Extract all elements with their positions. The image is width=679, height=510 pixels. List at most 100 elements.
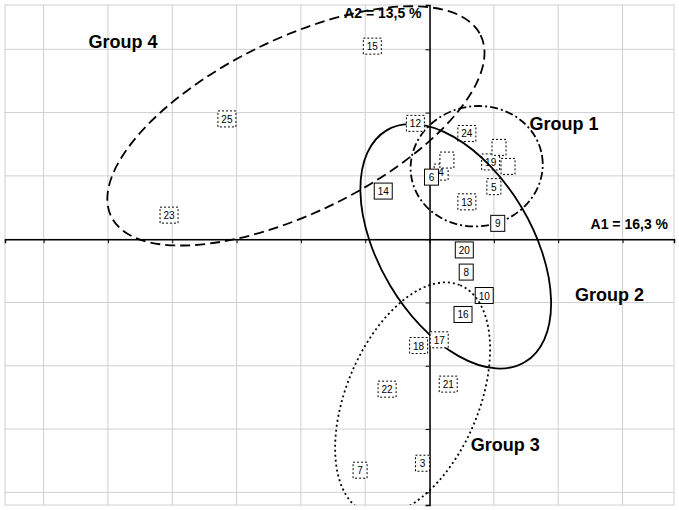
- point-box: [415, 455, 429, 471]
- point-label: 12: [410, 118, 422, 129]
- tick: [172, 239, 173, 243]
- grid-line-x: [43, 5, 44, 505]
- x-axis: [6, 239, 675, 243]
- point-box: [482, 154, 500, 170]
- point-box: [378, 381, 396, 397]
- point-label: 9: [495, 218, 501, 229]
- point-box: [491, 215, 505, 231]
- point-label: 10: [479, 291, 491, 302]
- point-label: 21: [443, 379, 455, 390]
- point-label: 22: [382, 384, 394, 395]
- point-label: 16: [457, 309, 469, 320]
- grid-line-x: [107, 5, 108, 505]
- point-label: 20: [459, 245, 471, 256]
- tick: [301, 239, 302, 243]
- grid-line-y: [5, 302, 674, 303]
- point-box: [458, 194, 476, 210]
- tick-mark: [426, 239, 430, 240]
- grid-line-y: [5, 492, 674, 493]
- axis-line: [426, 6, 431, 506]
- group-ellipse: [73, 5, 519, 295]
- grid: [5, 5, 674, 505]
- point-box: [410, 338, 428, 354]
- point-label: 23: [163, 210, 175, 221]
- group-ellipse: [304, 260, 521, 505]
- group: [73, 5, 519, 295]
- point-box: [363, 38, 381, 54]
- group-label: Group 2: [575, 285, 644, 305]
- point-box: [218, 111, 236, 127]
- group-label: Group 3: [471, 435, 540, 455]
- point-label: 19: [485, 157, 497, 168]
- point-label: 15: [367, 41, 379, 52]
- grid-line-x: [236, 5, 237, 505]
- tick: [237, 239, 238, 243]
- point-label: 6: [429, 172, 435, 183]
- x-axis-title: A1 = 16,3 %: [591, 216, 669, 232]
- tick: [623, 239, 624, 243]
- tick-mark: [426, 113, 430, 114]
- tick-mark: [365, 239, 366, 243]
- point-box: [455, 242, 473, 258]
- point-box: [160, 207, 178, 223]
- grid-line-x: [493, 5, 494, 505]
- tick: [108, 239, 109, 243]
- tick-mark: [172, 239, 173, 243]
- tick: [558, 239, 559, 243]
- point-box: [501, 158, 515, 174]
- group: [304, 260, 521, 505]
- tick-mark: [426, 302, 430, 303]
- tick: [44, 239, 45, 243]
- point-label: 5: [491, 182, 497, 193]
- tick: [426, 429, 430, 430]
- group-label: Group 1: [530, 114, 599, 134]
- tick: [365, 239, 366, 243]
- point-box: [406, 115, 424, 131]
- tick: [426, 239, 430, 240]
- point-label: 17: [434, 335, 446, 346]
- point-label: 24: [461, 128, 473, 139]
- grid-line-x: [365, 5, 366, 505]
- group-label: Group 4: [88, 32, 157, 52]
- point-label: 8: [463, 267, 469, 278]
- point-box: [439, 376, 457, 392]
- grid-line-y: [5, 112, 674, 113]
- tick-mark: [558, 239, 559, 243]
- axis-line: [6, 240, 675, 244]
- grid-line-y: [5, 175, 674, 176]
- y-axis-title: A2 = 13,5 %: [344, 5, 422, 21]
- plot-area: [73, 5, 591, 505]
- point-box: [475, 288, 493, 304]
- tick: [426, 366, 430, 367]
- tick-mark: [623, 239, 624, 243]
- tick-mark: [426, 366, 430, 367]
- tick: [494, 239, 495, 243]
- tick: [426, 49, 430, 50]
- grid-line-x: [300, 5, 301, 505]
- tick-mark: [426, 49, 430, 50]
- point-label: 4: [438, 167, 444, 178]
- tick-mark: [426, 429, 430, 430]
- grid-line-x: [622, 5, 623, 505]
- point-box: [459, 264, 473, 280]
- tick-mark: [301, 239, 302, 243]
- point-label: 3: [420, 458, 426, 469]
- point-box: [454, 306, 472, 322]
- tick-mark: [494, 239, 495, 243]
- point-box: [424, 169, 438, 185]
- grid-line-x: [558, 5, 559, 505]
- point-box: [440, 152, 454, 168]
- plot-frame: [5, 5, 674, 505]
- tick-mark: [108, 239, 109, 243]
- y-axis: [426, 6, 431, 506]
- point-label: 18: [413, 341, 425, 352]
- point-label: 13: [461, 197, 473, 208]
- point-box: [487, 179, 501, 195]
- tick-mark: [237, 239, 238, 243]
- grid-line-x: [172, 5, 173, 505]
- point-box: [374, 183, 392, 199]
- point-label: 7: [357, 465, 363, 476]
- point-label: 25: [221, 114, 233, 125]
- point-box: [430, 332, 448, 348]
- point-box: [492, 139, 506, 155]
